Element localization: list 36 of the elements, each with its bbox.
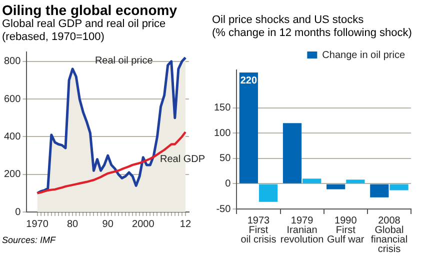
y-tick-label: 100 [214, 128, 232, 139]
bar [239, 72, 258, 184]
series-label: Real oil price [94, 56, 154, 67]
x-tick-label: 1979 Iranian revolution [280, 216, 324, 246]
x-tick-label: 12 [180, 218, 192, 230]
bar [390, 184, 408, 190]
data-label: 220 [240, 75, 258, 86]
y-tick-label: -50 [216, 204, 232, 215]
chart-title: Oil price shocks and US stocks [212, 14, 365, 27]
y-tick-label: 0 [225, 178, 232, 190]
y-tick-label: 50 [220, 153, 232, 164]
bar [346, 180, 365, 184]
chart-subtitle: (% change in 12 months following shock) [212, 27, 413, 40]
bar [282, 123, 302, 184]
x-tick-label: 2008 Global financial crisis [370, 216, 408, 255]
x-tick-label: 1970 [26, 218, 49, 230]
y-tick-label: 400 [4, 131, 22, 142]
x-tick-label: 1990 First Gulf war [327, 216, 365, 246]
y-tick-label: 0 [15, 206, 22, 218]
y-tick-label: 800 [4, 56, 22, 68]
y-tick-label: 200 [4, 169, 22, 180]
x-tick-label: 90 [102, 218, 114, 230]
bar [370, 184, 389, 198]
bar [258, 184, 278, 202]
legend-label: Change in oil price [322, 50, 406, 61]
chart-title: Oiling the global economy [2, 2, 178, 18]
y-tick-label: 150 [214, 102, 232, 114]
y-tick-label: 600 [4, 94, 22, 105]
x-tick-label: 80 [66, 218, 79, 230]
series-label: Real GDP [160, 154, 206, 165]
chart-subtitle: Global real GDP and real oil price (rebased, 1970=100) [2, 18, 167, 44]
x-tick-label: 2000 [132, 218, 155, 230]
bar [302, 178, 322, 184]
x-tick-label: 1973 First oil crisis [240, 216, 276, 246]
bar [326, 184, 346, 190]
source-note: Sources: IMF [2, 235, 57, 245]
